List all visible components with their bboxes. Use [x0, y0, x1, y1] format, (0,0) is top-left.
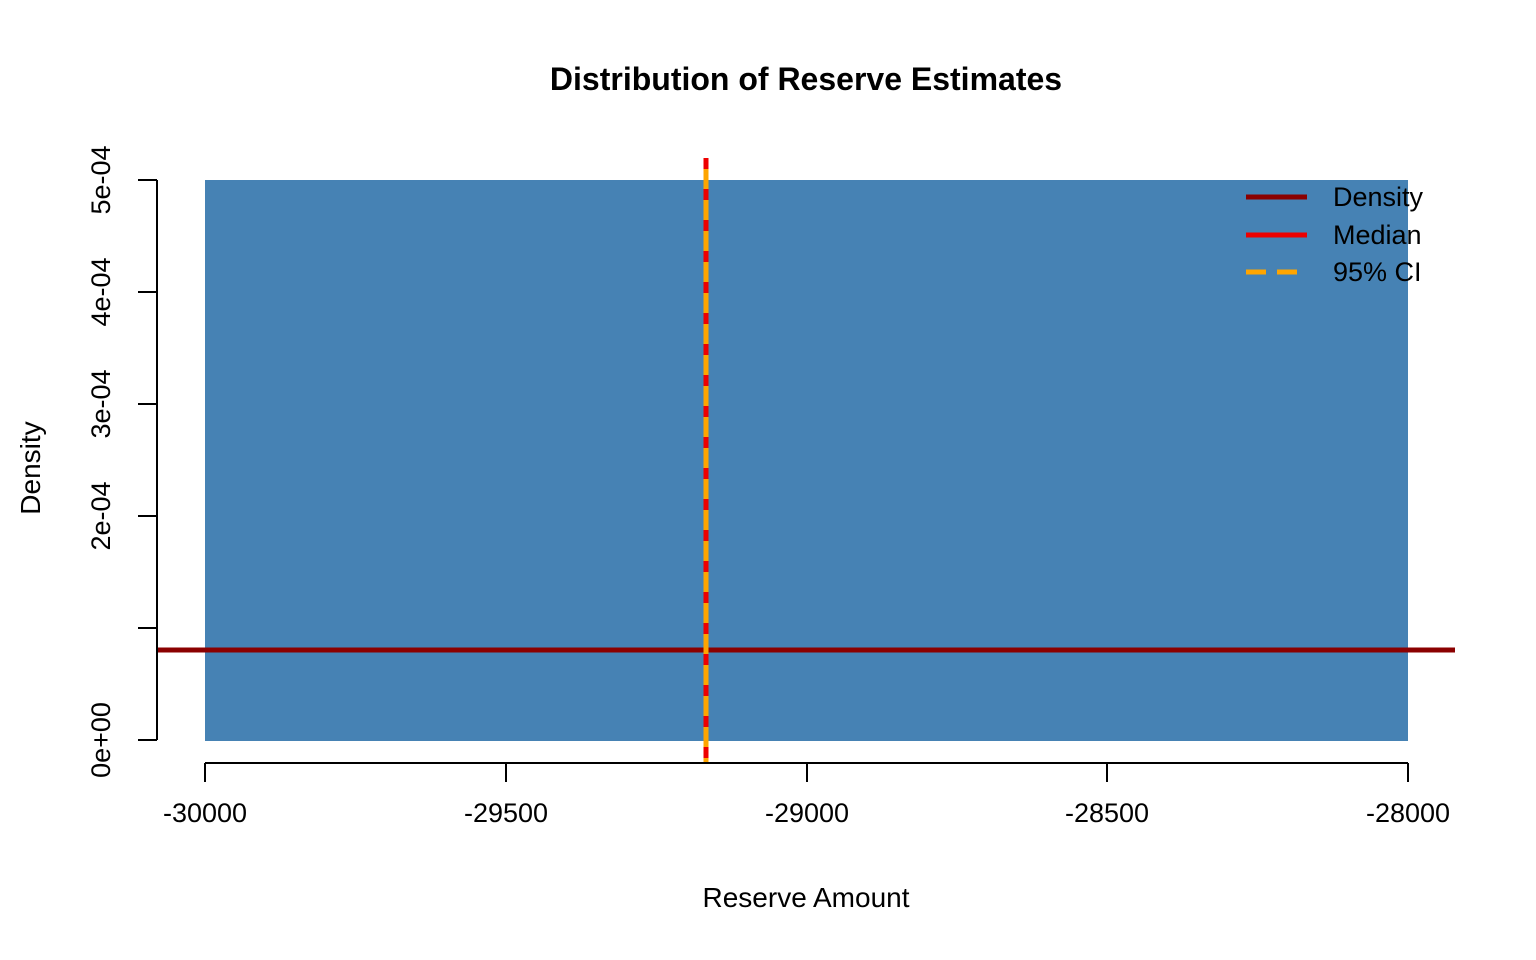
- legend-median-label: Median: [1333, 220, 1422, 250]
- x-axis-title: Reserve Amount: [703, 882, 910, 913]
- x-tick-label: -28000: [1366, 798, 1450, 828]
- x-tick-label: -29000: [765, 798, 849, 828]
- x-axis-tick-labels: -30000 -29500 -29000 -28500 -28000: [163, 798, 1450, 828]
- legend-density-label: Density: [1333, 182, 1424, 212]
- x-axis-ticks: [204, 763, 1409, 782]
- y-axis-tick-labels: 0e+00 2e-04 3e-04 4e-04 5e-04: [86, 145, 116, 777]
- y-axis-ticks: [138, 179, 157, 741]
- y-tick-label: 2e-04: [86, 481, 116, 550]
- chart-title: Distribution of Reserve Estimates: [550, 61, 1062, 97]
- x-tick-label: -29500: [464, 798, 548, 828]
- y-tick-label: 4e-04: [86, 257, 116, 326]
- x-tick-label: -30000: [163, 798, 247, 828]
- x-tick-label: -28500: [1065, 798, 1149, 828]
- legend-ci-label: 95% CI: [1333, 257, 1422, 287]
- y-tick-label: 0e+00: [86, 702, 116, 778]
- histogram-bar: [205, 180, 1408, 741]
- y-tick-label: 5e-04: [86, 145, 116, 214]
- y-axis-title: Density: [15, 421, 46, 514]
- y-tick-label: 3e-04: [86, 369, 116, 438]
- legend: Density Median 95% CI: [1246, 182, 1424, 287]
